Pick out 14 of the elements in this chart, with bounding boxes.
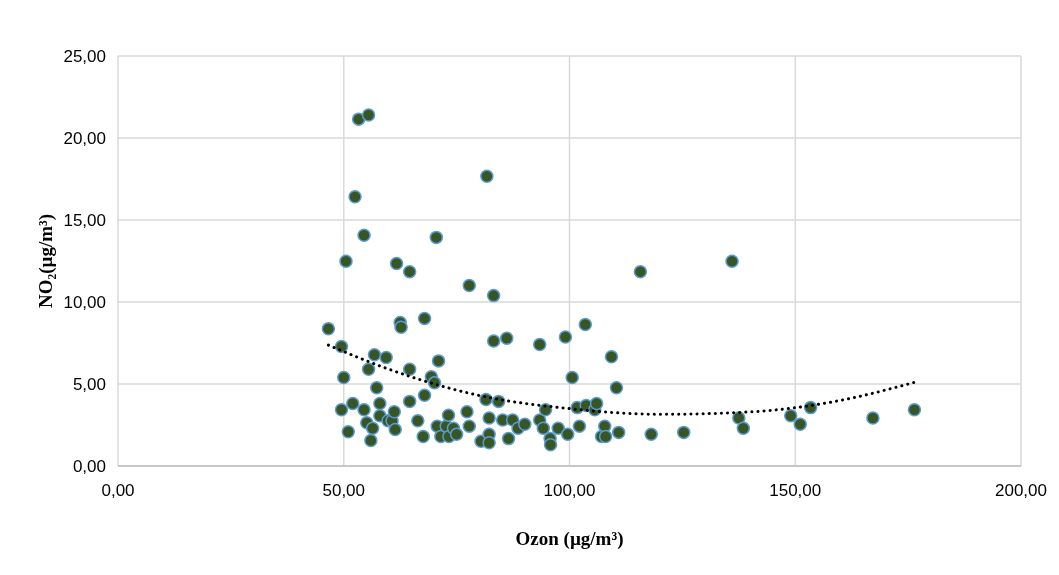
y-tick-label: 20,00: [63, 128, 106, 148]
y-tick-label: 5,00: [72, 374, 106, 394]
x-tick-label: 0,00: [101, 481, 135, 500]
y-tick-label: 10,00: [63, 292, 106, 312]
line-series: [326, 343, 916, 416]
x-tick-label: 150,00: [769, 481, 822, 500]
y-axis-title: NO₂(µg/m³): [35, 213, 57, 309]
x-tick-label: 100,00: [543, 481, 596, 500]
x-tick-label: 200,00: [995, 481, 1047, 500]
x-axis-title: Ozon (µg/m³): [515, 528, 624, 550]
y-tick-label: 25,00: [63, 46, 106, 66]
y-tick-label: 0,00: [72, 456, 106, 476]
y-tick-label: 15,00: [63, 210, 106, 230]
x-tick-label: 50,00: [322, 481, 366, 500]
